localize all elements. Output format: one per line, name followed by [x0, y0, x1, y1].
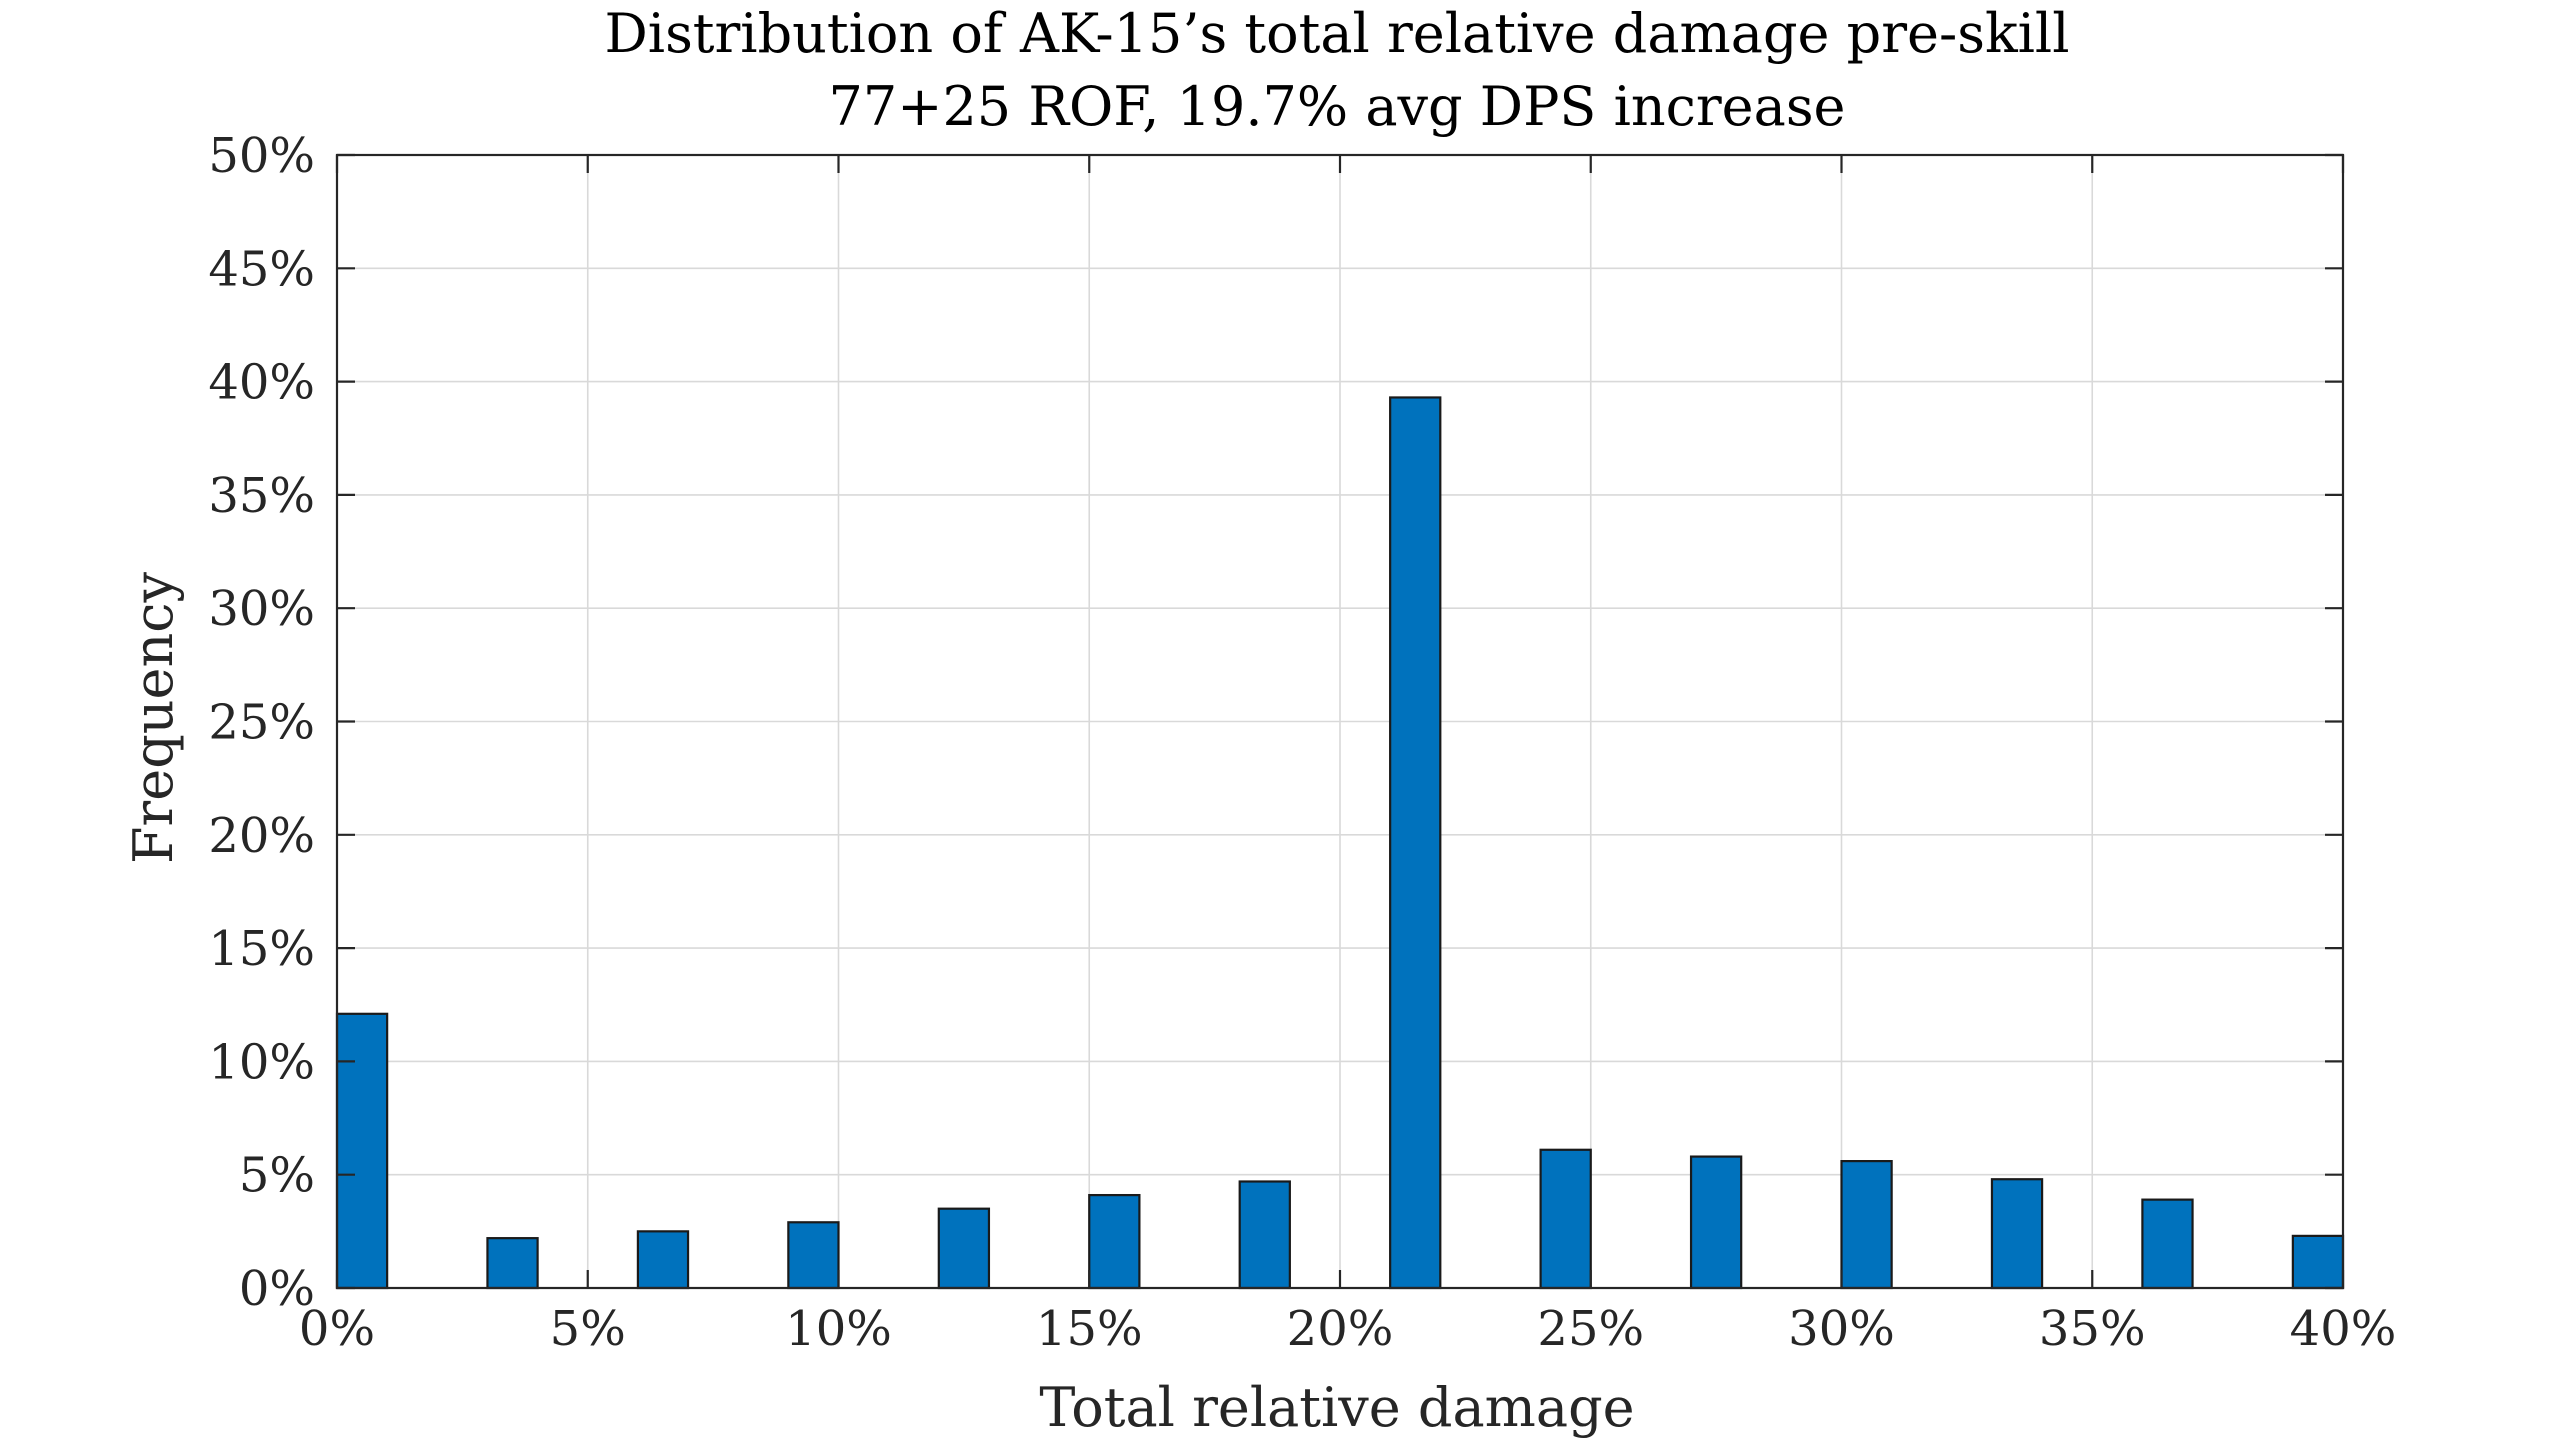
histogram-bar: [2291, 1234, 2345, 1290]
y-tick-label: 15%: [208, 921, 315, 977]
histogram-bar: [1238, 1180, 1291, 1290]
y-tick-label: 35%: [208, 468, 315, 524]
y-tick-label: 5%: [239, 1148, 315, 1204]
histogram-bar: [1389, 396, 1442, 1290]
y-tick-label: 50%: [208, 128, 315, 184]
x-tick-label: 10%: [785, 1301, 892, 1357]
y-tick-label: 20%: [208, 808, 315, 864]
axis-ticks: [335, 153, 2345, 1290]
x-tick-label: 5%: [550, 1301, 626, 1357]
y-axis-label: Frequency: [122, 571, 185, 864]
histogram-bar: [937, 1207, 991, 1290]
histogram-bar: [1990, 1178, 2044, 1290]
y-tick-label: 30%: [208, 581, 315, 637]
y-tick-label: 40%: [208, 355, 315, 411]
histogram-bar: [1539, 1148, 1592, 1290]
x-tick-label: 25%: [1537, 1301, 1644, 1357]
x-axis-label: Total relative damage: [1039, 1376, 1634, 1439]
histogram-bar: [1088, 1193, 1141, 1290]
y-tick-label: 45%: [208, 241, 315, 297]
histogram-bar: [636, 1230, 690, 1290]
y-tick-label: 0%: [239, 1261, 315, 1317]
x-axis-tick-labels: 0% 5% 10% 15% 20% 25% 30% 35% 40%: [299, 1301, 2396, 1357]
y-tick-label: 25%: [208, 695, 315, 751]
chart-title: Distribution of AK-15’s total relative d…: [605, 2, 2070, 65]
histogram-bar: [2141, 1198, 2194, 1290]
histogram-bar: [1689, 1155, 1743, 1290]
chart-subtitle: 77+25 ROF, 19.7% avg DPS increase: [828, 75, 1845, 138]
x-tick-label: 20%: [1287, 1301, 1394, 1357]
y-tick-label: 10%: [208, 1034, 315, 1090]
histogram-bar: [486, 1237, 539, 1290]
histogram-bar: [787, 1221, 840, 1290]
x-tick-label: 35%: [2039, 1301, 2146, 1357]
y-axis-tick-labels: 0% 5% 10% 15% 20% 25% 30% 35% 40% 45% 50%: [208, 128, 315, 1317]
histogram-bar: [1840, 1160, 1893, 1290]
x-tick-label: 0%: [299, 1301, 375, 1357]
histogram-bar: [335, 1012, 389, 1290]
x-tick-label: 15%: [1036, 1301, 1143, 1357]
x-tick-label: 40%: [2290, 1301, 2397, 1357]
grid-lines: [337, 155, 2343, 1288]
x-tick-label: 30%: [1788, 1301, 1895, 1357]
